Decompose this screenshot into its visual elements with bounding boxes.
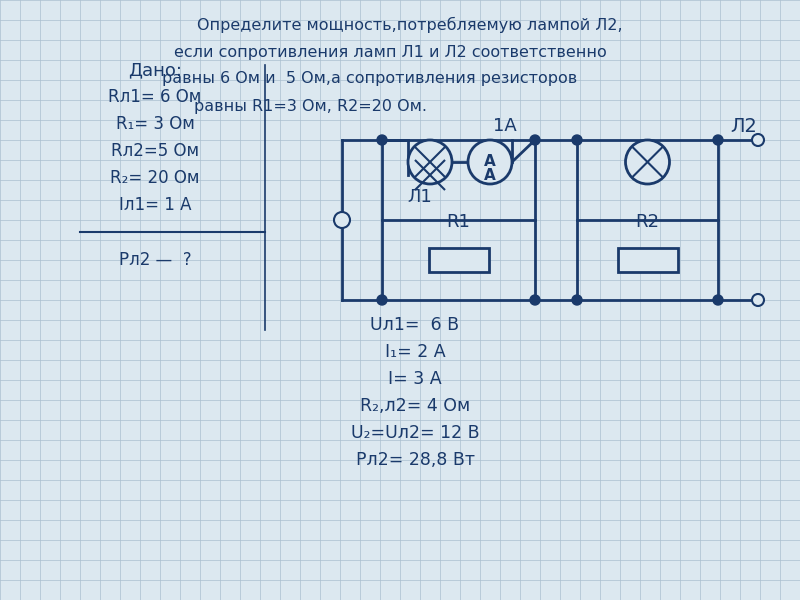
Text: 1A: 1A	[493, 117, 517, 135]
Circle shape	[334, 212, 350, 228]
Text: Л2: Л2	[730, 116, 757, 136]
Circle shape	[572, 295, 582, 305]
Circle shape	[468, 140, 512, 184]
Text: I= 3 А: I= 3 А	[388, 370, 442, 388]
Text: Rл1= 6 Ом: Rл1= 6 Ом	[108, 88, 202, 106]
Circle shape	[713, 295, 723, 305]
Circle shape	[713, 135, 723, 145]
Bar	[618, 248, 678, 272]
Text: Дано:: Дано:	[128, 61, 182, 79]
Text: U₂=Uл2= 12 В: U₂=Uл2= 12 В	[350, 424, 479, 442]
Text: I₁= 2 А: I₁= 2 А	[385, 343, 446, 361]
Text: A: A	[484, 167, 496, 182]
Circle shape	[408, 140, 452, 184]
Text: равны 6 Ом и  5 Ом,а сопротивления резисторов: равны 6 Ом и 5 Ом,а сопротивления резист…	[162, 71, 578, 86]
Text: R₂= 20 Ом: R₂= 20 Ом	[110, 169, 200, 187]
Bar	[429, 248, 489, 272]
Circle shape	[572, 135, 582, 145]
Text: Rл2=5 Ом: Rл2=5 Ом	[111, 142, 199, 160]
Circle shape	[377, 295, 387, 305]
Text: Pл2= 28,8 Вт: Pл2= 28,8 Вт	[355, 451, 474, 469]
Text: Pл2 —  ?: Pл2 — ?	[118, 251, 191, 269]
Text: Uл1=  6 В: Uл1= 6 В	[370, 316, 459, 334]
Text: R₁= 3 Ом: R₁= 3 Ом	[115, 115, 194, 133]
Circle shape	[377, 135, 387, 145]
Text: A: A	[484, 154, 496, 169]
Circle shape	[752, 134, 764, 146]
Text: Л1: Л1	[408, 188, 432, 206]
Circle shape	[752, 294, 764, 306]
Text: Определите мощность,потребляемую лампой Л2,: Определите мощность,потребляемую лампой …	[197, 17, 623, 33]
Text: Iл1= 1 А: Iл1= 1 А	[118, 196, 191, 214]
Text: R1: R1	[446, 213, 470, 231]
Circle shape	[530, 135, 540, 145]
Text: если сопротивления ламп Л1 и Л2 соответственно: если сопротивления ламп Л1 и Л2 соответс…	[174, 44, 606, 59]
Text: R₂,л2= 4 Ом: R₂,л2= 4 Ом	[360, 397, 470, 415]
Circle shape	[626, 140, 670, 184]
Circle shape	[530, 295, 540, 305]
Text: равны R1=3 Ом, R2=20 Ом.: равны R1=3 Ом, R2=20 Ом.	[194, 98, 426, 113]
Text: R2: R2	[635, 213, 659, 231]
